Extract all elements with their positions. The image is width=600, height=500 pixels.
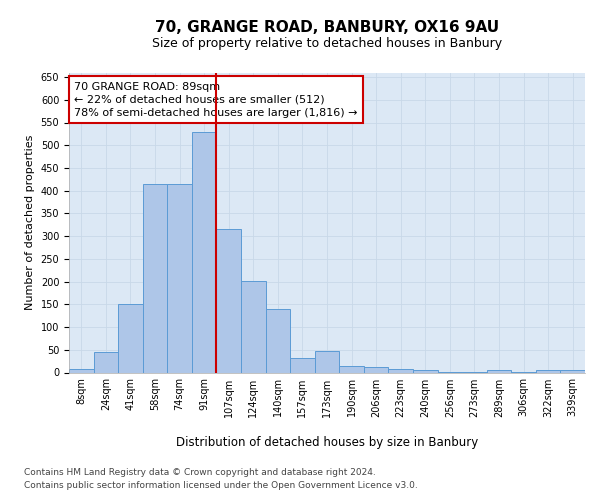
Bar <box>69 369 94 372</box>
Bar <box>315 350 339 372</box>
Bar <box>217 230 241 372</box>
Bar <box>388 369 413 372</box>
Text: Contains public sector information licensed under the Open Government Licence v3: Contains public sector information licen… <box>24 480 418 490</box>
Text: 70, GRANGE ROAD, BANBURY, OX16 9AU: 70, GRANGE ROAD, BANBURY, OX16 9AU <box>155 20 499 35</box>
Text: Distribution of detached houses by size in Banbury: Distribution of detached houses by size … <box>176 436 478 449</box>
Text: 70 GRANGE ROAD: 89sqm
← 22% of detached houses are smaller (512)
78% of semi-det: 70 GRANGE ROAD: 89sqm ← 22% of detached … <box>74 82 358 118</box>
Text: Contains HM Land Registry data © Crown copyright and database right 2024.: Contains HM Land Registry data © Crown c… <box>24 468 376 477</box>
Bar <box>167 184 192 372</box>
Bar <box>364 367 388 372</box>
Bar <box>413 370 437 372</box>
Y-axis label: Number of detached properties: Number of detached properties <box>25 135 35 310</box>
Bar <box>192 132 217 372</box>
Bar <box>143 184 167 372</box>
Bar <box>290 358 315 372</box>
Text: Size of property relative to detached houses in Banbury: Size of property relative to detached ho… <box>152 38 502 51</box>
Bar <box>241 280 266 372</box>
Bar <box>339 366 364 372</box>
Bar <box>266 309 290 372</box>
Bar <box>94 352 118 372</box>
Bar <box>487 370 511 372</box>
Bar <box>536 370 560 372</box>
Bar <box>560 370 585 372</box>
Bar <box>118 304 143 372</box>
